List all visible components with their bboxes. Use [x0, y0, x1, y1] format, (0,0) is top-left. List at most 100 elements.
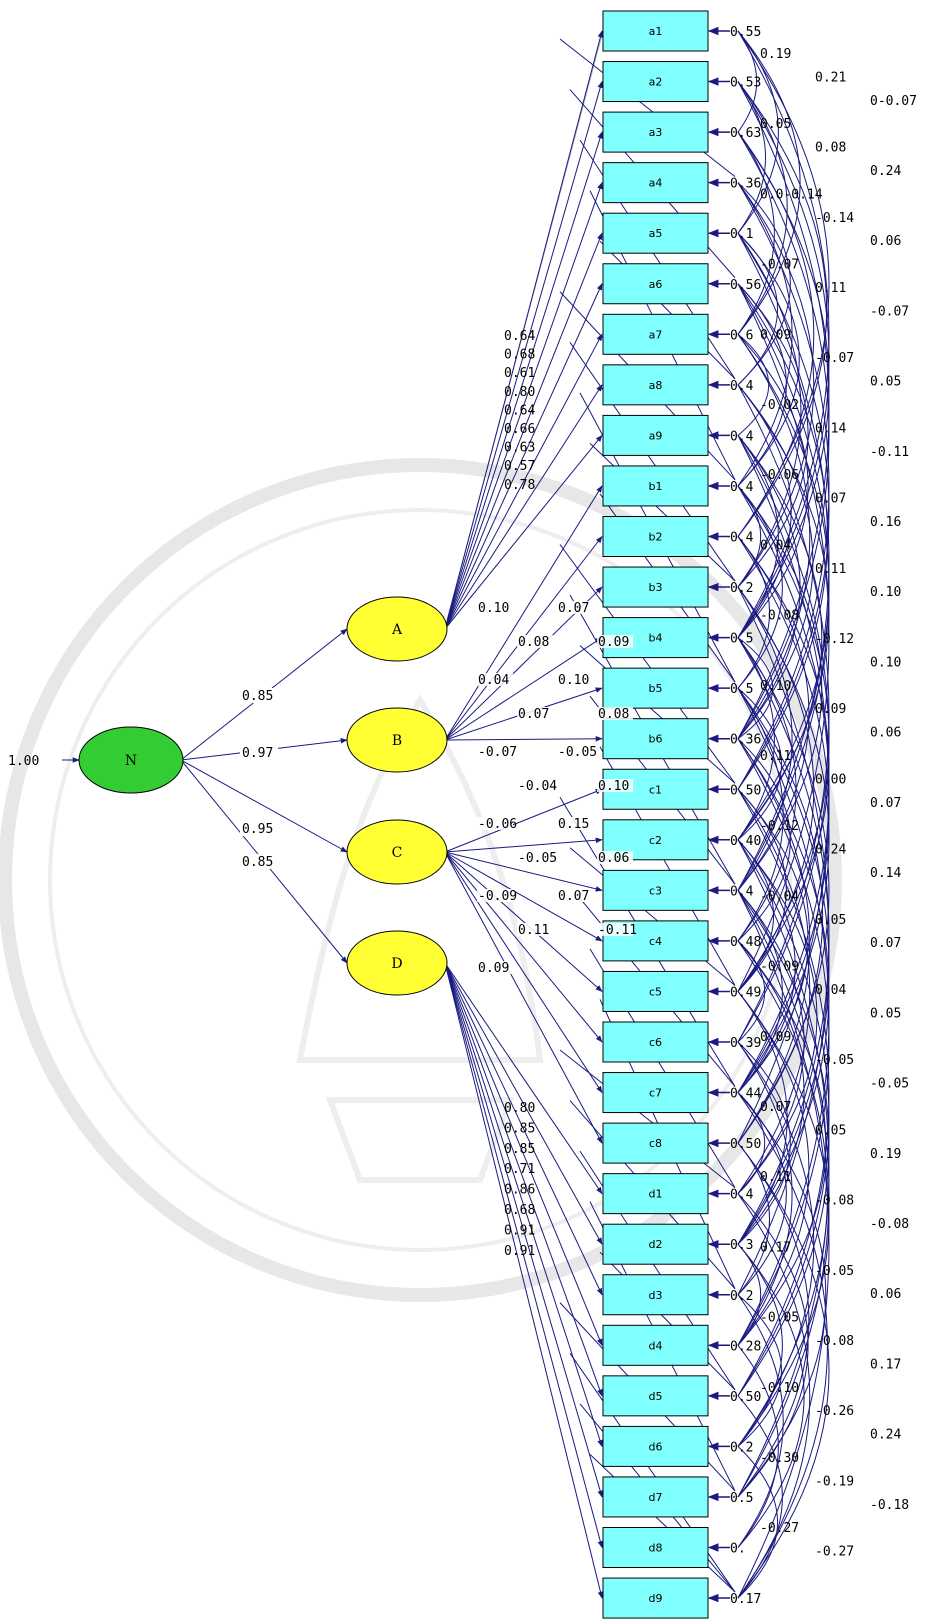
error-covariance-arc — [737, 232, 830, 790]
indicator-c7: c7 — [602, 1072, 709, 1114]
indicator-d4: d4 — [602, 1324, 709, 1366]
indicator-box — [602, 869, 709, 911]
loading-label-D: 0.85 — [504, 1121, 535, 1136]
coefficient-label: 0.10 — [598, 779, 629, 794]
indicator-label: a4 — [649, 177, 663, 190]
error-covariance-arc — [737, 940, 766, 1043]
label-bg — [597, 851, 633, 864]
indicator-d8: d8 — [602, 1527, 709, 1568]
indicator-label: d6 — [649, 1440, 663, 1453]
error-covariance-label: 0.14 — [870, 866, 901, 881]
second-order-loading-A: 0.85 — [242, 689, 273, 704]
path-edges — [62, 26, 730, 1603]
coefficient-label: -0.11 — [598, 923, 637, 938]
loading-path-b4 — [444, 637, 603, 741]
label-bg — [477, 601, 513, 614]
error-variance-c2: 0.40 — [730, 834, 761, 849]
error-covariance-label: 0.10 — [760, 679, 791, 694]
error-covariance-label: 0.11 — [760, 1170, 791, 1185]
label-bg — [477, 745, 513, 758]
error-covariance-label: 0-0.07 — [870, 94, 917, 109]
error-covariance-arc — [737, 334, 811, 739]
error-covariance-arc — [737, 384, 792, 638]
error-variance-b1: 0.4 — [730, 480, 754, 495]
loading-path-a3 — [444, 131, 603, 630]
loading-label-A: 0.64 — [504, 403, 535, 418]
error-covariance-label: -0.06 — [760, 468, 799, 483]
loading-path-d5 — [444, 962, 603, 1397]
indicator-label: b5 — [649, 682, 663, 695]
error-covariance-arc — [737, 788, 830, 1397]
loading-path-a2 — [444, 80, 603, 630]
indicator-box — [602, 566, 709, 608]
error-covariance-label: 0.05 — [870, 1006, 901, 1021]
coefficient-label: 0.04 — [478, 673, 509, 688]
loading-path-a1 — [444, 30, 604, 630]
coefficient-label: 0.06 — [598, 851, 629, 866]
indicator-c3: c3 — [602, 869, 709, 911]
error-variance-d7: 0.5 — [730, 1491, 753, 1506]
indicator-d7: d7 — [602, 1476, 709, 1518]
label-bg — [240, 745, 278, 760]
second-order-loading-C: 0.95 — [242, 822, 273, 837]
coefficient-label: 0.10 — [558, 673, 589, 688]
error-variance-b3: 0.2 — [730, 581, 753, 596]
labels: 1.000.850.970.950.850.550.530.630.360.10… — [8, 25, 917, 1607]
error-variance-d6: 0.2 — [730, 1440, 753, 1455]
error-covariance-label: 0.10 — [870, 655, 901, 670]
label-bg — [240, 821, 278, 836]
error-covariance-label: 0.16 — [870, 515, 901, 530]
error-variance-d1: 0.4 — [730, 1188, 754, 1203]
label-bg — [557, 601, 593, 614]
error-variance-a6: 0.56 — [730, 278, 761, 293]
error-variance-c7: 0.44 — [730, 1087, 761, 1102]
indicator-box — [602, 313, 709, 355]
error-covariance-arc — [737, 637, 775, 841]
error-covariance-arc — [737, 637, 830, 1144]
indicator-box — [602, 516, 709, 557]
label-bg — [557, 817, 593, 830]
error-covariance-label: 0.06 — [870, 1287, 901, 1302]
label-bg — [477, 817, 513, 830]
indicator-box — [602, 1476, 709, 1518]
indicator-box — [602, 1173, 709, 1215]
loading-label-D: 0.68 — [504, 1203, 535, 1218]
error-variance-a1: 0.55 — [730, 25, 761, 40]
error-covariance-arc — [737, 435, 801, 740]
label-bg — [597, 779, 633, 792]
error-covariance-arc — [737, 485, 823, 891]
nodes: a1 a2 a3 a4 a5 a6 a7 a8 a9 b1 b2 b3 b4 b5 b6 c1 c2 c3 c4 c5… — [78, 10, 709, 1619]
indicator-a3: a3 — [602, 111, 709, 153]
second-order-factor-N: N — [78, 726, 184, 794]
loading-label-A: 0.63 — [504, 441, 535, 456]
error-covariance-label: 0.04 — [760, 538, 791, 553]
error-covariance-arc — [737, 81, 788, 335]
loading-path-c8 — [444, 851, 603, 1144]
error-covariance-label: 0.14 — [815, 421, 846, 436]
indicator-box — [602, 1122, 709, 1164]
loading-path-c4 — [444, 851, 603, 942]
loading-label-D: 0.91 — [504, 1223, 535, 1238]
error-covariance-label: -0.05 — [815, 1264, 854, 1279]
indicator-a9: a9 — [602, 414, 709, 456]
error-covariance-label: -0.26 — [815, 1404, 854, 1419]
loading-path-b6 — [444, 735, 603, 742]
indicator-d9: d9 — [602, 1577, 709, 1619]
loading-path-d2 — [444, 962, 603, 1245]
loading-path-d9 — [444, 962, 604, 1599]
loading-path-b1 — [444, 485, 603, 741]
error-variance-c5: 0.49 — [730, 985, 761, 1000]
error-covariance-arc — [737, 586, 830, 1093]
indicator-a2: a2 — [602, 61, 709, 103]
indicator-c5: c5 — [602, 970, 709, 1012]
error-variance-b6: 0.36 — [730, 733, 761, 748]
error-covariance-label: -0.05 — [870, 1077, 909, 1092]
factor-label: C — [392, 845, 403, 861]
loading-label-A: 0.57 — [504, 459, 535, 474]
error-covariance-arc — [737, 687, 824, 1144]
error-covariance-label: 0.05 — [760, 117, 791, 132]
coefficient-label: -0.04 — [518, 779, 557, 794]
indicator-box — [602, 10, 709, 52]
indicator-label: b4 — [649, 632, 663, 645]
